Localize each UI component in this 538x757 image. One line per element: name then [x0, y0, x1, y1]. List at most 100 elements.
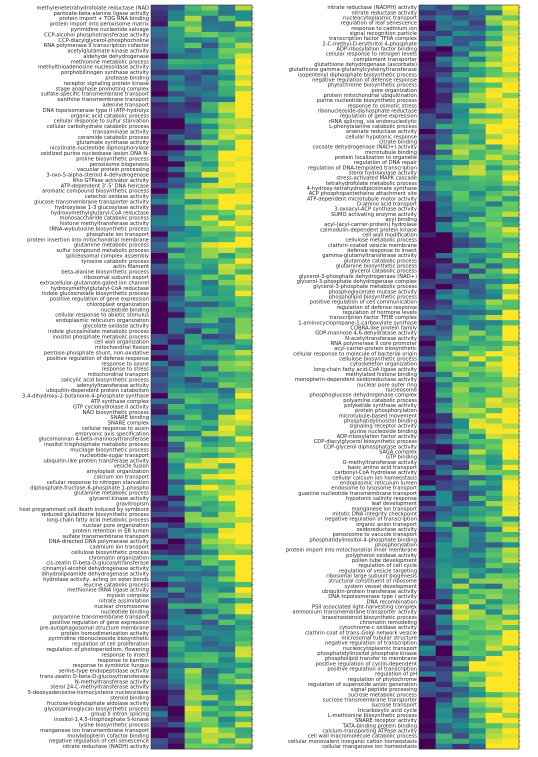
- heatmap-cell: [167, 10, 185, 17]
- heatmap-cell: [201, 350, 219, 356]
- heatmap-cell: [167, 199, 185, 205]
- heatmap-cell: [167, 468, 185, 475]
- heatmap-cell: [469, 165, 486, 171]
- heatmap-cell: [184, 5, 202, 11]
- heatmap-cell: [502, 10, 520, 16]
- heatmap-cell: [235, 242, 253, 248]
- row-label: sterol 24-C-methyltransferase activity: [50, 685, 149, 691]
- heatmap-cell: [485, 103, 503, 109]
- heatmap-cell: [184, 635, 202, 642]
- heatmap-cell: [235, 344, 253, 351]
- row-label: phosphatidylinositol binding: [344, 419, 417, 425]
- heatmap-cell: [502, 154, 520, 161]
- heatmap-cell: [167, 463, 185, 469]
- row-label: negative regulation of cell senescence: [49, 739, 149, 745]
- heatmap-cell: [201, 31, 219, 38]
- heatmap-cell: [201, 511, 219, 518]
- heatmap-cell: [435, 594, 453, 600]
- heatmap-cell: [235, 301, 253, 308]
- heatmap-cell: [435, 511, 453, 517]
- heatmap-cell: [235, 678, 253, 685]
- heatmap-cell: [502, 134, 520, 140]
- heatmap-cell: [485, 656, 503, 662]
- heatmap-cell: [502, 418, 520, 424]
- heatmap-cell: [151, 603, 169, 610]
- heatmap-cell: [435, 273, 453, 280]
- heatmap-cell: [167, 69, 185, 76]
- heatmap-cell: [502, 356, 520, 362]
- heatmap-cell: [419, 568, 436, 574]
- heatmap-cell: [151, 344, 169, 351]
- heatmap-cell: [151, 21, 169, 27]
- heatmap-cell: [218, 317, 236, 324]
- heatmap-cell: [201, 603, 219, 610]
- heatmap-cell: [435, 278, 453, 285]
- heatmap-cell: [151, 188, 169, 194]
- heatmap-cell: [151, 182, 169, 189]
- heatmap-cell: [201, 371, 219, 378]
- heatmap-cell: [435, 30, 453, 37]
- row-label: response to osmotic stress: [348, 103, 418, 109]
- heatmap-cell: [435, 702, 453, 708]
- heatmap-cell: [167, 501, 185, 507]
- heatmap-cell: [218, 366, 236, 372]
- heatmap-cell: [218, 360, 236, 367]
- heatmap-cell: [184, 350, 202, 356]
- row-label: ATP-dependent 3'-5' DNA helicase: [61, 183, 149, 189]
- heatmap-cell: [167, 695, 185, 701]
- heatmap-cell: [452, 557, 470, 564]
- heatmap-cell: [502, 175, 520, 181]
- heatmap-cell: [485, 346, 503, 352]
- heatmap-cell: [502, 346, 520, 352]
- heatmap-cell: [419, 294, 436, 300]
- heatmap-cell: [235, 48, 253, 54]
- row-label: phosphoglycerate mutase activity: [329, 289, 417, 295]
- heatmap-cell: [167, 565, 185, 572]
- heatmap-cell: [235, 226, 253, 232]
- heatmap-cell: [218, 684, 236, 690]
- heatmap-cell: [469, 278, 486, 285]
- row-label: phospholipid biosynthetic process: [329, 295, 417, 301]
- heatmap-cell: [201, 328, 219, 335]
- heatmap-cell: [419, 449, 436, 455]
- heatmap-cell: [469, 67, 486, 73]
- heatmap-cell: [167, 274, 185, 281]
- heatmap-cell: [184, 118, 202, 124]
- heatmap-cell: [201, 538, 219, 545]
- heatmap-cell: [419, 532, 436, 538]
- heatmap-cell: [419, 687, 436, 693]
- heatmap-cell: [452, 72, 470, 78]
- heatmap-cell: [485, 139, 503, 145]
- heatmap-cell: [235, 382, 253, 389]
- heatmap-cell: [469, 82, 486, 88]
- heatmap-cell: [469, 175, 486, 181]
- heatmap-cell: [502, 413, 520, 419]
- row-label: response to stress: [102, 367, 150, 373]
- heatmap-cell: [167, 684, 185, 690]
- heatmap-cell: [452, 733, 470, 739]
- heatmap-cell: [435, 61, 453, 68]
- heatmap-cell: [218, 544, 236, 550]
- heatmap-cell: [485, 712, 503, 719]
- heatmap-cell: [201, 355, 219, 362]
- heatmap-cell: [452, 656, 470, 662]
- heatmap-cell: [485, 547, 503, 553]
- row-label: peroxisome to vacuole transport: [333, 532, 417, 538]
- heatmap-cell: [167, 91, 185, 97]
- heatmap-cell: [469, 490, 486, 497]
- heatmap-cell: [502, 521, 520, 528]
- heatmap-cell: [218, 587, 236, 593]
- heatmap-cell: [184, 587, 202, 593]
- heatmap-cell: [218, 565, 236, 572]
- row-label: sterol hydroxylase activity: [349, 171, 417, 177]
- heatmap-cell: [151, 102, 169, 108]
- heatmap-cell: [469, 723, 486, 729]
- heatmap-cell: [201, 479, 219, 486]
- heatmap-cell: [419, 594, 436, 600]
- heatmap-cell: [419, 702, 436, 708]
- row-label: cellular response to molecule of bacteri…: [293, 351, 417, 357]
- heatmap-cell: [485, 459, 503, 466]
- row-label: GTP cyclohydrolase II activity: [73, 404, 149, 410]
- row-label: L-phenylalanine catabolic process: [329, 124, 417, 130]
- heatmap-cell: [184, 328, 202, 335]
